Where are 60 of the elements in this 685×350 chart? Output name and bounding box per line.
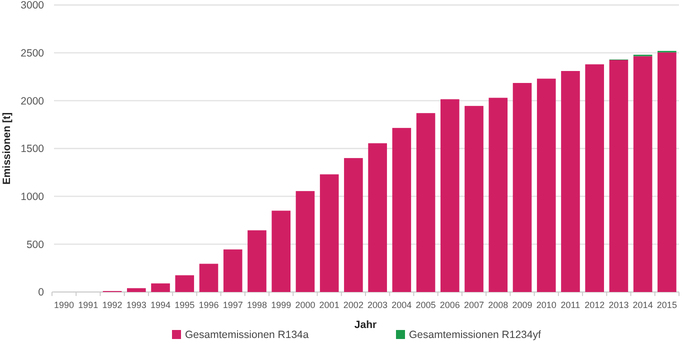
bar [512,82,532,292]
bar [175,275,194,292]
x-tick-label: 2008 [488,300,508,310]
x-tick-label: 1993 [126,300,146,310]
bar [536,78,556,292]
x-tick-label: 1991 [78,300,98,310]
x-axis-title: Jahr [354,319,377,331]
x-tick-label: 2003 [368,300,388,310]
bar [248,230,266,292]
x-tick-label: 2007 [464,300,484,310]
y-tick-label: 2500 [20,48,44,60]
x-tick-label: 1995 [174,300,195,310]
bar [368,143,387,292]
x-tick-label: 2002 [343,300,364,310]
bar [561,71,580,292]
x-tick-label: 2009 [512,300,532,310]
bar [464,106,484,292]
bar [272,210,290,292]
x-tick-label: 2011 [560,300,580,310]
y-tick-label: 3000 [20,0,44,12]
x-tick-label: 2014 [632,300,653,310]
bar [585,64,604,292]
x-tick-label: 2013 [608,300,629,310]
x-tick-label: 1996 [198,300,219,310]
bar [633,56,652,292]
legend-label: Gesamtemissionen R1234yf [409,329,541,341]
x-tick-label: 2015 [656,300,677,310]
bar [344,158,363,292]
legend-label: Gesamtemissionen R134a [185,329,309,341]
bar [392,128,412,292]
x-tick-label: 1990 [54,300,74,310]
y-tick-label: 2000 [20,95,44,108]
bar [127,288,146,292]
x-tick-label: 2010 [536,300,556,310]
x-tick-label: 2006 [440,300,460,310]
bar [488,98,508,292]
x-tick-label: 1994 [150,300,171,310]
bar [609,60,628,292]
bar [320,174,339,292]
x-tick-label: 2000 [295,300,316,310]
y-axis-title: Emissionen [t] [1,112,13,185]
x-tick-label: 1992 [102,300,122,310]
y-tick-label: 0 [38,286,44,299]
y-tick-label: 1500 [20,143,44,156]
bar [658,52,676,292]
bar [151,283,170,292]
y-tick-label: 500 [26,238,44,251]
bar [199,264,218,292]
x-tick-label: 2001 [319,300,340,310]
x-tick-label: 1997 [222,300,243,310]
bar [223,249,242,292]
bar [440,99,460,292]
x-tick-label: 1999 [271,300,292,310]
x-tick-label: 2004 [392,300,412,310]
x-tick-label: 1998 [246,300,267,310]
y-tick-label: 1000 [20,191,44,204]
bar [416,113,436,292]
x-tick-label: 2012 [584,300,605,310]
bar [296,191,315,292]
x-tick-label: 2005 [416,300,436,310]
